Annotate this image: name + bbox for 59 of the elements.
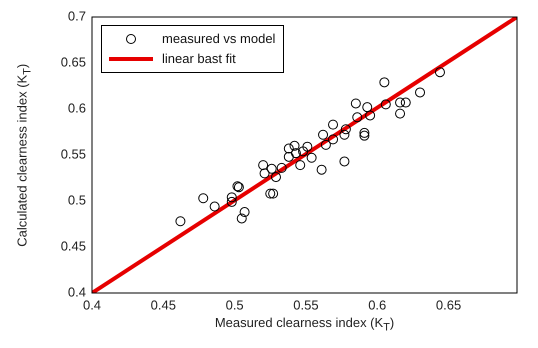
point: [302, 142, 312, 152]
point: [316, 164, 327, 175]
point: [226, 196, 237, 207]
point: [340, 124, 351, 134]
point: [284, 152, 294, 162]
point: [339, 130, 350, 140]
point: [290, 148, 301, 158]
point: [359, 130, 370, 141]
point: [236, 213, 247, 224]
point: [328, 134, 338, 144]
point: [284, 144, 294, 154]
point: [365, 110, 376, 120]
point: [298, 146, 308, 156]
point: [415, 87, 426, 98]
point: [175, 216, 186, 226]
point: [198, 193, 208, 204]
point: [395, 108, 406, 119]
point: [320, 140, 331, 150]
y-tick-label: 0.45: [60, 238, 86, 254]
point: [306, 152, 317, 163]
point: [328, 120, 338, 130]
point: [266, 164, 277, 174]
point: [359, 128, 370, 138]
y-tick-label: 0.5: [68, 192, 86, 208]
point: [318, 130, 328, 140]
y-tick-label: 0.4: [68, 284, 86, 300]
point: [400, 98, 411, 108]
point: [379, 77, 390, 88]
point: [265, 188, 276, 199]
point: [339, 156, 350, 166]
x-tick-label: 0.65: [436, 297, 462, 312]
point: [268, 188, 278, 199]
point: [290, 140, 300, 151]
point: [226, 192, 237, 202]
x-tick-label: 0.6: [368, 297, 386, 312]
point: [352, 112, 362, 122]
x-tick-label: 0.45: [150, 297, 176, 312]
x-tick-label: 0.55: [293, 297, 319, 312]
point: [434, 67, 445, 78]
y-tick-label: 0.65: [60, 54, 86, 70]
legend-label: measured vs model: [162, 30, 276, 48]
point: [276, 162, 287, 173]
point: [258, 160, 268, 170]
point: [260, 168, 270, 178]
y-tick-label: 0.7: [68, 8, 86, 24]
point: [362, 102, 372, 112]
point: [240, 207, 250, 218]
point: [350, 98, 361, 108]
x-tick-label: 0.5: [226, 297, 244, 312]
x-axis-title: Measured clearness index (K$_{T}$): [214, 315, 396, 334]
y-tick-label: 0.6: [68, 100, 86, 116]
point: [380, 99, 391, 110]
y-tick-label: 0.55: [60, 146, 86, 162]
point: [395, 98, 406, 108]
x-tick-label: 0.4: [82, 297, 102, 312]
point: [270, 172, 281, 182]
point: [295, 160, 306, 170]
point: [210, 202, 220, 212]
legend-label: linear bast fit: [162, 50, 236, 68]
